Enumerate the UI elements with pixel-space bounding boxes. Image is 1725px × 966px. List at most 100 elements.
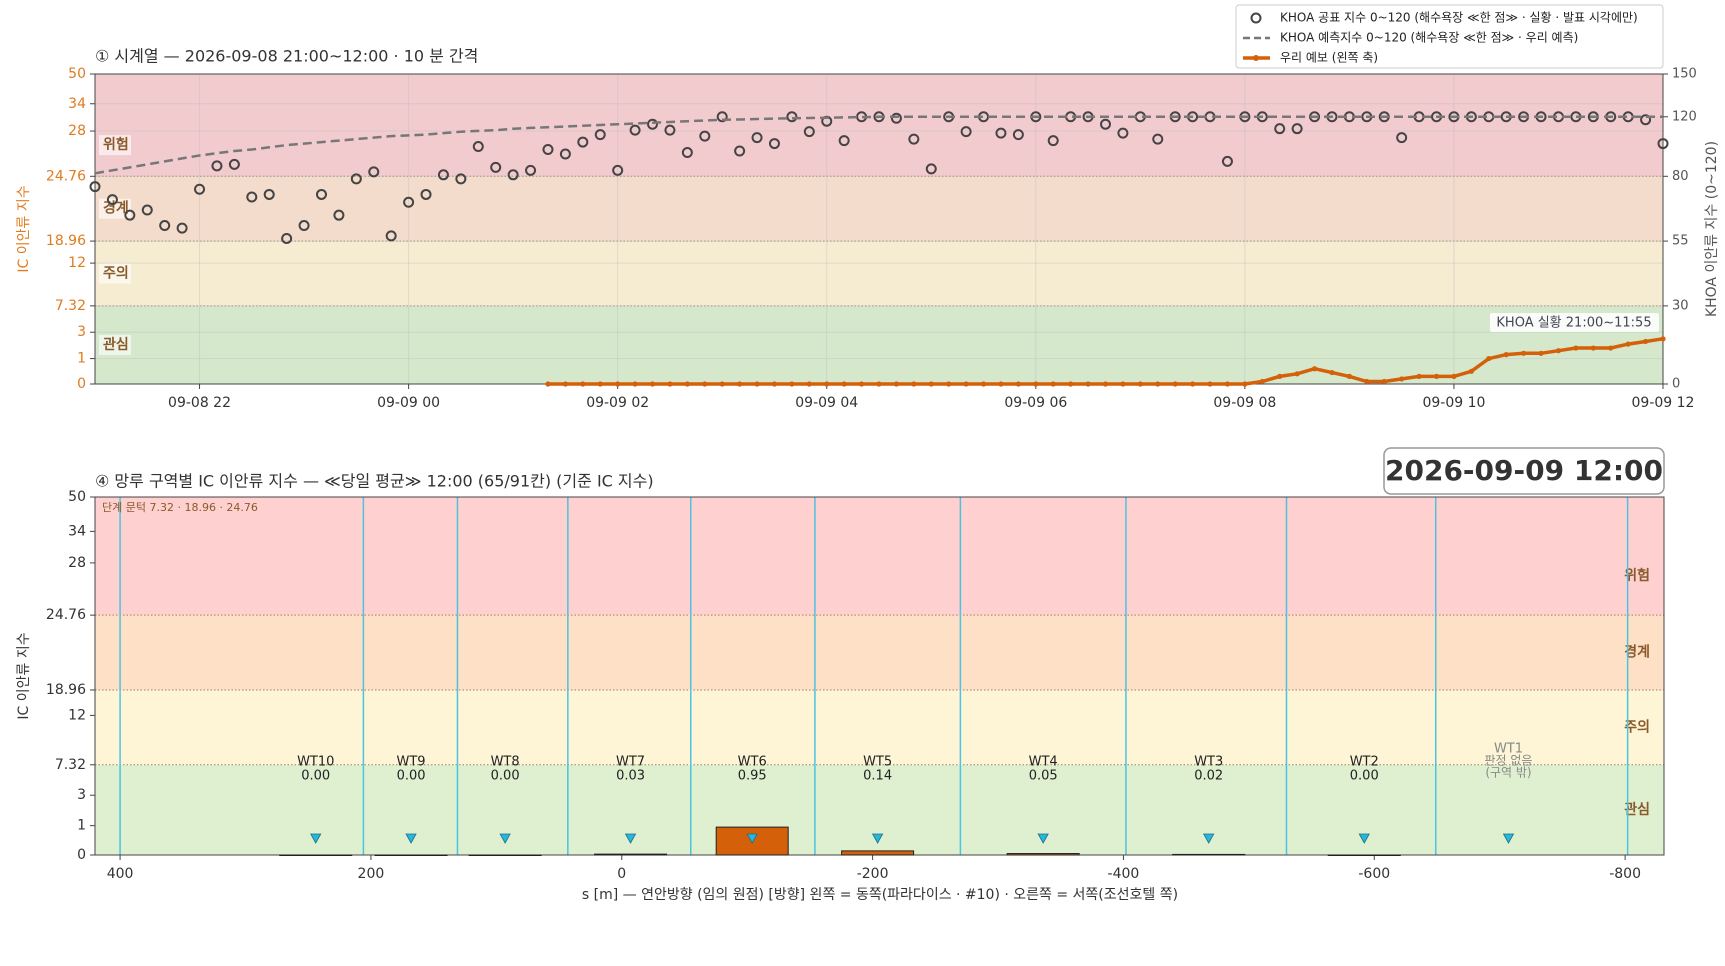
x-tick-label: 09-09 04	[795, 395, 858, 411]
observed-point	[1152, 133, 1164, 145]
band-label: 경계	[1624, 644, 1650, 661]
observed-point	[263, 188, 275, 200]
chart-title: ① 시계열 — 2026-09-08 21:00~12:00 · 10 분 간격	[95, 47, 478, 66]
x-tick-label: 09-09 08	[1213, 395, 1276, 411]
observed-point	[455, 173, 467, 185]
observed-point	[298, 220, 310, 232]
our-forecast-point	[1468, 368, 1474, 374]
value-label: 0.14	[863, 769, 892, 784]
observed-point	[176, 222, 188, 234]
value-label: 0.02	[1194, 769, 1223, 784]
our-forecast-point	[1451, 373, 1457, 379]
our-forecast-point	[1015, 381, 1021, 387]
y-tick-label: 50	[68, 66, 86, 82]
band-label: 관심	[1624, 801, 1650, 818]
y-tick-label: 1	[77, 351, 86, 367]
zone-marker	[310, 833, 322, 844]
observed-point	[1274, 123, 1286, 135]
band-label: 주의	[1624, 718, 1650, 735]
observed-point	[1117, 127, 1129, 139]
our-forecast-point	[562, 381, 569, 387]
zone-label: WT4	[1029, 755, 1058, 770]
band	[95, 305, 1663, 384]
observed-point	[612, 164, 624, 176]
observed-point	[141, 204, 153, 216]
band-label-bg	[99, 198, 131, 219]
our-forecast-point	[1102, 381, 1109, 387]
x-tick-label: -200	[857, 866, 889, 882]
observed-point	[751, 132, 763, 144]
x-tick-label: 400	[107, 866, 134, 882]
our-forecast-point	[1590, 345, 1596, 351]
x-tick-label: 09-09 10	[1422, 395, 1485, 411]
band-label: 주의	[103, 264, 129, 281]
our-forecast-point	[841, 381, 847, 387]
our-forecast-point	[928, 381, 934, 387]
zone-marker	[1037, 833, 1049, 844]
legend-swatch	[1250, 12, 1262, 24]
observed-point	[368, 166, 380, 178]
observed-point	[1640, 114, 1652, 126]
observed-point	[490, 161, 502, 173]
x-tick-label: -400	[1108, 866, 1140, 882]
observed-point	[315, 188, 327, 200]
y2-tick-label: 120	[1672, 109, 1697, 124]
our-forecast-point	[1642, 338, 1649, 345]
annotation-box	[1490, 313, 1659, 332]
observed-point	[699, 130, 711, 142]
y-tick-label: 3	[77, 324, 86, 340]
y-axis-label: IC 이안류 지수	[16, 185, 32, 272]
observed-point	[1291, 123, 1303, 135]
observed-point	[525, 164, 537, 176]
our-forecast-point	[1242, 381, 1248, 387]
our-forecast-point	[1172, 381, 1178, 387]
observed-point	[734, 145, 746, 157]
our-forecast-point	[876, 381, 882, 387]
our-forecast-point	[789, 381, 795, 387]
our-forecast-point	[1416, 373, 1422, 379]
band-label: 관심	[103, 336, 129, 353]
threshold-note: 단계 문턱 7.32 · 18.96 · 24.76	[102, 501, 258, 514]
observed-point	[228, 158, 240, 170]
our-forecast-point	[649, 381, 656, 387]
our-forecast-point	[719, 381, 725, 387]
chart-title: ④ 망루 구역별 IC 이안류 지수 — ≪당일 평균≫ 12:00 (65/9…	[95, 472, 654, 491]
y2-tick-label: 150	[1672, 67, 1697, 82]
our-forecast-point	[1346, 373, 1352, 379]
y-tick-label: 24.76	[46, 168, 86, 184]
band-label-bg	[99, 263, 131, 284]
our-forecast-point	[1224, 381, 1231, 387]
observed-point	[472, 141, 484, 153]
legend-label: 우리 예보 (왼쪽 축)	[1280, 51, 1378, 65]
our-forecast-point	[1555, 348, 1562, 354]
observed-point	[420, 188, 432, 200]
legend-label: KHOA 공표 지수 0~120 (해수욕장 ≪한 점≫ · 실황 · 발표 시…	[1280, 11, 1638, 25]
y-tick-label: 24.76	[46, 607, 86, 623]
bar	[1006, 853, 1080, 856]
observed-point	[995, 127, 1007, 139]
timestamp: 2026-09-09 12:00	[1385, 454, 1663, 487]
our-forecast-point	[597, 381, 603, 387]
our-forecast-point	[1503, 352, 1509, 358]
our-forecast-point	[737, 381, 743, 387]
our-forecast-point	[1311, 366, 1318, 372]
our-forecast-point	[858, 381, 865, 387]
observed-point	[908, 133, 920, 145]
x-tick-label: -600	[1358, 866, 1390, 882]
our-forecast-point	[1573, 345, 1579, 351]
x-tick-label: 09-08 22	[168, 395, 231, 411]
our-forecast-point	[1085, 381, 1091, 387]
our-forecast-point	[702, 381, 708, 387]
zone-marker	[624, 833, 637, 844]
zone-marker	[1203, 833, 1215, 844]
zone-label: WT5	[863, 755, 892, 770]
our-forecast-point	[806, 381, 812, 387]
observed-point	[1012, 129, 1024, 141]
band	[95, 497, 1664, 616]
band-label-bg	[99, 334, 131, 355]
observed-point	[960, 126, 972, 138]
our-forecast-point	[1068, 381, 1074, 387]
x-tick-label: 09-09 02	[586, 395, 649, 411]
zone-marker	[1502, 833, 1515, 844]
our-forecast-point	[824, 381, 830, 387]
